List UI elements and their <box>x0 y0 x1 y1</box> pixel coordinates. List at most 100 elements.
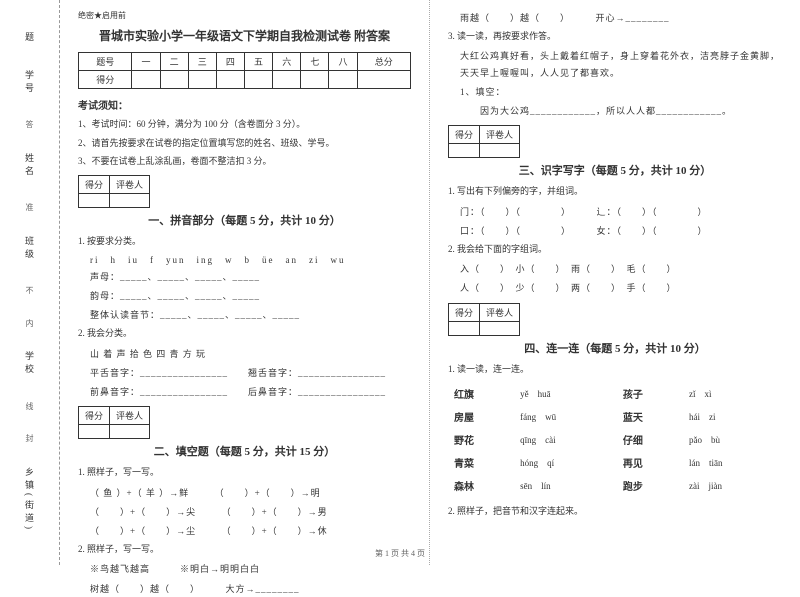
cell <box>216 71 244 89</box>
pinyin: zǐ xì <box>685 383 780 404</box>
pinyin-letters: ri h iu f yun ing w b üe an zi wu <box>90 253 411 266</box>
exam-title: 晋城市实验小学一年级语文下学期自我检测试卷 附答案 <box>78 27 411 44</box>
pinyin: hái zi <box>685 406 780 427</box>
word: 跑步 <box>619 475 683 496</box>
pinyin: zài jiàn <box>685 475 780 496</box>
cell <box>357 71 410 89</box>
margin-text: 不 <box>24 286 35 294</box>
blank-line: 前鼻音字：________________ 后鼻音字：_____________… <box>90 384 411 400</box>
sb-cell <box>110 425 150 439</box>
cell <box>160 71 188 89</box>
question: 1. 写出有下列偏旁的字，并组词。 <box>448 184 782 199</box>
blank-line: 整体认读音节：_____、_____、_____、_____ <box>90 307 411 323</box>
margin-text: 学校 <box>23 351 36 377</box>
pinyin: hóng qí <box>516 452 617 473</box>
blank-line: 声母：_____、_____、_____、_____ <box>90 269 411 285</box>
score-box: 得分评卷人 <box>78 175 150 208</box>
margin-text: 乡镇(街道) <box>23 467 36 533</box>
word: 房屋 <box>450 406 514 427</box>
th: 四 <box>216 53 244 71</box>
sb-cell <box>449 144 480 158</box>
left-column: 绝密★启用前 晋城市实验小学一年级语文下学期自我检测试卷 附答案 题号 一 二 … <box>60 0 430 565</box>
word: 森林 <box>450 475 514 496</box>
word: 仔细 <box>619 429 683 450</box>
sb-c2: 评卷人 <box>480 303 520 321</box>
word-list: 山 着 声 拾 色 四 青 方 玩 <box>90 346 411 362</box>
margin-text: 班级 <box>23 236 36 262</box>
blank-line: 口：（ ）（ ） 女：（ ）（ ） <box>460 223 782 239</box>
th: 七 <box>301 53 329 71</box>
score-box: 得分评卷人 <box>448 125 520 158</box>
example-line: 树越（ ）越（ ） 大方→________ <box>90 581 411 597</box>
sb-c1: 得分 <box>79 407 110 425</box>
word: 蓝天 <box>619 406 683 427</box>
secret-label: 绝密★启用前 <box>78 10 411 21</box>
pinyin: pǎo bù <box>685 429 780 450</box>
question: 1. 按要求分类。 <box>78 234 411 249</box>
blank-line: 入（ ） 小（ ） 雨（ ） 毛（ ） <box>460 261 782 277</box>
cell <box>301 71 329 89</box>
margin-text: 准 <box>24 203 35 211</box>
sb-c1: 得分 <box>449 303 480 321</box>
blank-line: 因为大公鸡____________，所以人人都____________。 <box>460 103 782 119</box>
sb-c2: 评卷人 <box>110 407 150 425</box>
pinyin: yě huā <box>516 383 617 404</box>
sb-c1: 得分 <box>79 175 110 193</box>
score-box: 得分评卷人 <box>78 406 150 439</box>
example-line: ※鸟越飞越高 ※明白→明明白白 <box>90 561 411 577</box>
match-table: 红旗yě huā孩子zǐ xì 房屋fáng wū蓝天hái zi 野花qīng… <box>448 381 782 498</box>
margin-text: 姓名 <box>23 153 36 179</box>
pinyin: lán tiān <box>685 452 780 473</box>
pinyin: fáng wū <box>516 406 617 427</box>
margin-text: 答 <box>24 120 35 128</box>
sub-question: 1、填空： <box>460 84 782 100</box>
blank-line: 韵母：_____、_____、_____、_____ <box>90 288 411 304</box>
blank-line: 平舌音字：________________ 翘舌音字：_____________… <box>90 365 411 381</box>
th: 一 <box>132 53 160 71</box>
passage: 大红公鸡真好看，头上戴着红帽子，身上穿着花外衣，洁亮脖子金黄脚，天天早上喔喔叫，… <box>460 48 782 80</box>
question: 2. 我会分类。 <box>78 326 411 341</box>
th: 三 <box>188 53 216 71</box>
sb-c2: 评卷人 <box>110 175 150 193</box>
page-footer: 第 1 页 共 4 页 <box>0 548 800 559</box>
th: 六 <box>273 53 301 71</box>
pinyin: qīng cài <box>516 429 617 450</box>
score-table: 题号 一 二 三 四 五 六 七 八 总分 得分 <box>78 52 411 89</box>
example-line: （ ）+（ ）→尘 （ ）+（ ）→休 <box>90 523 411 539</box>
sb-cell <box>480 144 520 158</box>
sb-cell <box>480 321 520 335</box>
section-title: 二、填空题（每题 5 分，共计 15 分） <box>78 443 411 459</box>
word: 野花 <box>450 429 514 450</box>
notice-item: 3、不要在试卷上乱涂乱画，卷面不整洁扣 3 分。 <box>78 155 411 169</box>
margin-text: 题 <box>23 32 36 45</box>
section-header: 得分评卷人 <box>448 303 782 336</box>
th: 二 <box>160 53 188 71</box>
word: 再见 <box>619 452 683 473</box>
question: 1. 读一读，连一连。 <box>448 362 782 377</box>
word: 孩子 <box>619 383 683 404</box>
section-title: 三、识字写字（每题 5 分，共计 10 分） <box>448 162 782 178</box>
right-column: 雨越（ ）越（ ） 开心→________ 3. 读一读，再按要求作答。 大红公… <box>430 0 800 565</box>
notice-item: 1、考试时间：60 分钟，满分为 100 分（含卷面分 3 分）。 <box>78 118 411 132</box>
section-title: 一、拼音部分（每题 5 分，共计 10 分） <box>78 212 411 228</box>
th: 题号 <box>79 53 132 71</box>
sb-cell <box>110 193 150 207</box>
section-title: 四、连一连（每题 5 分，共计 10 分） <box>448 340 782 356</box>
row-label: 得分 <box>79 71 132 89</box>
example-line: （ ）+（ ）→尖 （ ）+（ ）→男 <box>90 504 411 520</box>
cell <box>132 71 160 89</box>
sb-c1: 得分 <box>449 126 480 144</box>
sb-c2: 评卷人 <box>480 126 520 144</box>
cell <box>244 71 272 89</box>
margin-text: 线 <box>24 402 35 410</box>
word: 红旗 <box>450 383 514 404</box>
example-line: 雨越（ ）越（ ） 开心→________ <box>460 10 782 26</box>
question: 2. 照样子，把音节和汉字连起来。 <box>448 504 782 519</box>
notice-item: 2、请首先按要求在试卷的指定位置填写您的姓名、班级、学号。 <box>78 137 411 151</box>
word: 青菜 <box>450 452 514 473</box>
blank-line: 门：（ ）（ ） 辶：（ ）（ ） <box>460 204 782 220</box>
section-header: 得分评卷人 <box>78 175 411 208</box>
th: 八 <box>329 53 357 71</box>
page-columns: 绝密★启用前 晋城市实验小学一年级语文下学期自我检测试卷 附答案 题号 一 二 … <box>60 0 800 565</box>
example-line: （ 鱼 ）+（ 羊 ）→鲜 （ ）+（ ）→明 <box>90 485 411 501</box>
